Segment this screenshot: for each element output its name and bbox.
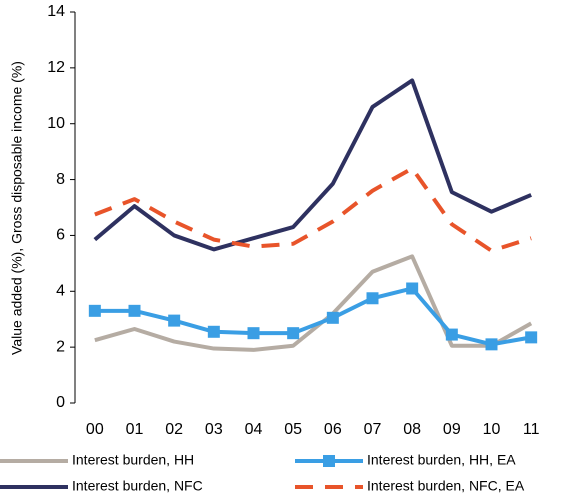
legend-label: Interest burden, HH, EA [367, 452, 516, 468]
x-tick-label: 06 [324, 421, 342, 438]
series-line [94, 286, 532, 347]
legend-label: Interest burden, HH [72, 452, 194, 468]
marker [88, 304, 101, 317]
marker [128, 304, 141, 317]
y-axis-label: Value added (%), Gross disposable income… [9, 61, 25, 355]
x-tick-label: 03 [205, 421, 223, 438]
y-tick-label: 10 [47, 115, 65, 132]
y-tick-label: 6 [56, 227, 65, 244]
marker [445, 328, 458, 341]
y-tick-label: 0 [56, 394, 65, 411]
legend-marker [323, 455, 335, 467]
marker [366, 292, 379, 305]
marker [326, 311, 339, 324]
marker [168, 314, 181, 327]
y-tick-label: 12 [47, 59, 65, 76]
marker [247, 327, 260, 340]
x-tick-label: 09 [443, 421, 461, 438]
x-tick-label: 11 [523, 421, 540, 438]
y-tick-label: 4 [56, 283, 65, 300]
series-line [93, 78, 532, 252]
series-line [94, 166, 532, 253]
x-tick-label: 10 [483, 421, 501, 438]
marker [525, 331, 538, 344]
legend-label: Interest burden, NFC, EA [367, 478, 525, 494]
marker [485, 338, 498, 351]
y-tick-label: 14 [47, 3, 65, 20]
x-tick-label: 01 [126, 421, 144, 438]
x-tick-label: 00 [86, 421, 104, 438]
x-tick-label: 05 [284, 421, 302, 438]
legend-label: Interest burden, NFC [72, 478, 203, 494]
x-tick-label: 08 [403, 421, 421, 438]
x-tick-label: 07 [364, 421, 382, 438]
y-tick-label: 8 [56, 171, 65, 188]
series-line [94, 254, 533, 352]
y-tick-label: 2 [56, 338, 65, 355]
x-tick-label: 02 [165, 421, 183, 438]
x-tick-label: 04 [245, 421, 263, 438]
marker [406, 282, 419, 295]
marker [207, 325, 220, 338]
marker [287, 327, 300, 340]
